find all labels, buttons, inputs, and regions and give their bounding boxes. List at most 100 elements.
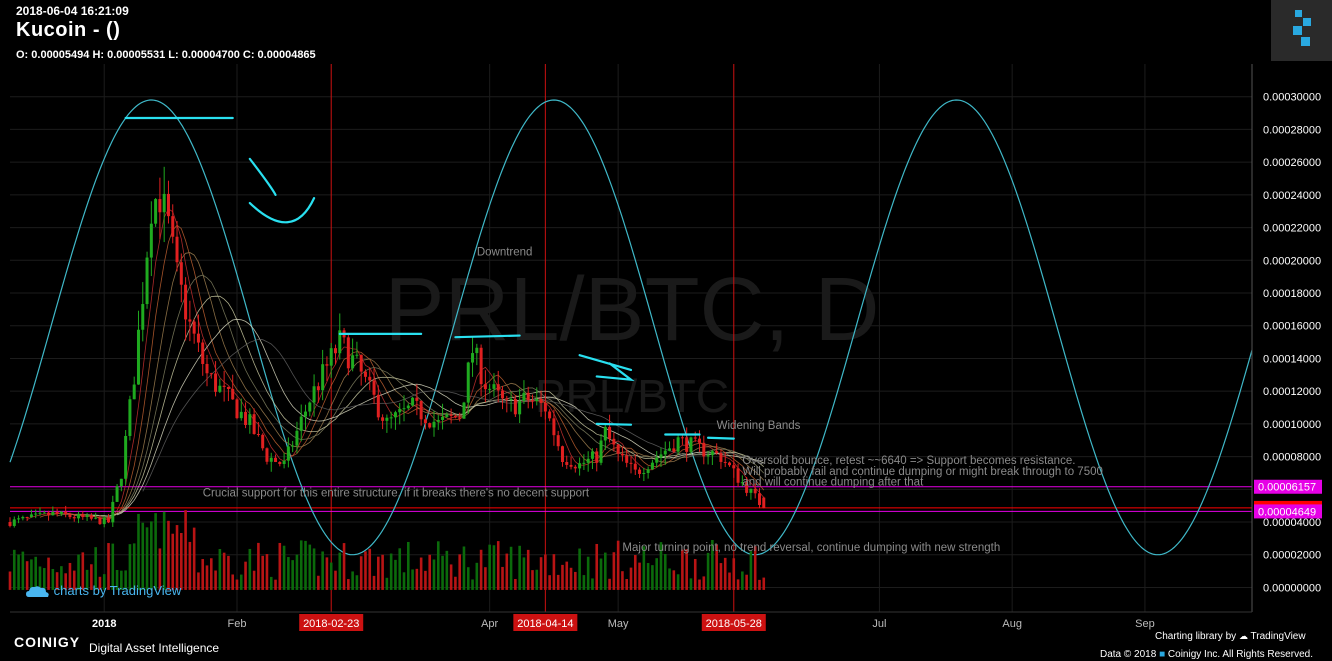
candle-body	[616, 444, 620, 454]
volume-bar	[723, 557, 727, 590]
candle-body	[85, 515, 89, 518]
candle-body	[68, 514, 72, 518]
volume-bar	[128, 544, 132, 590]
candle-body	[201, 342, 205, 364]
volume-bar	[749, 551, 753, 590]
candle-body	[51, 511, 55, 516]
candle-body	[145, 257, 149, 305]
candle-body	[535, 398, 539, 401]
chart-annotation: Downtrend	[477, 246, 533, 258]
volume-bar	[642, 546, 646, 590]
candle-body	[471, 353, 475, 363]
candle-body	[556, 435, 560, 447]
y-tick-label: 0.00008000	[1263, 452, 1321, 464]
volume-bar	[608, 578, 611, 590]
candle-body	[171, 216, 175, 237]
y-tick-label: 0.00016000	[1263, 321, 1321, 333]
volume-bar	[38, 566, 42, 590]
date-marker-tag	[701, 614, 766, 631]
volume-bar	[115, 569, 119, 590]
candle-body	[21, 516, 25, 519]
candle-body	[638, 469, 642, 474]
volume-bar	[102, 574, 106, 590]
volume-bar	[441, 555, 444, 590]
candle-body	[235, 399, 239, 419]
volume-bar	[244, 561, 247, 590]
candle-body	[321, 364, 325, 391]
candle-body	[55, 511, 59, 514]
copyright-rest: Coinigy Inc. All Rights Reserved.	[1167, 649, 1313, 660]
coinigy-logo-button[interactable]	[1271, 0, 1332, 61]
watermark-symbol: PRL/BTC, D	[384, 260, 879, 360]
volume-bar	[257, 542, 260, 590]
volume-bar	[205, 565, 209, 590]
ohlc-readout: O: 0.00005494 H: 0.00005531 L: 0.0000470…	[16, 49, 316, 61]
candle-body	[111, 501, 115, 523]
drawn-resistance-line	[706, 436, 735, 440]
candle-body	[393, 412, 397, 418]
x-tick-label: Jul	[872, 618, 886, 630]
volume-bar	[638, 562, 641, 590]
candle-body	[423, 419, 427, 424]
candle-body	[753, 488, 757, 494]
date-marker-label: 2018-04-14	[517, 618, 573, 630]
candle-body	[582, 462, 586, 464]
candle-body	[278, 462, 282, 465]
volume-bar	[544, 554, 547, 590]
coinigy-small-icon: ■	[1159, 649, 1166, 660]
candle-body	[479, 347, 483, 385]
volume-bar	[496, 541, 500, 590]
drawn-curve-bowl	[248, 197, 316, 224]
candle-body	[436, 419, 440, 422]
volume-bar	[171, 533, 175, 590]
volume-bar	[269, 576, 273, 590]
candle-body	[209, 373, 213, 375]
volume-bar	[252, 570, 256, 590]
candle-body	[522, 392, 526, 401]
volume-bar	[458, 554, 461, 590]
volume-bar	[77, 554, 80, 590]
candle-body	[282, 460, 286, 465]
candle-body	[586, 458, 590, 463]
volume-bar	[676, 574, 680, 590]
candle-body	[685, 437, 689, 452]
candle-body	[715, 451, 719, 454]
charting-library-label: Charting library by	[1155, 631, 1237, 642]
volume-bar	[235, 579, 239, 590]
candle-body	[107, 517, 111, 523]
volume-bar	[338, 552, 342, 590]
candle-body	[650, 462, 654, 470]
tradingview-attribution[interactable]: charts by TradingView	[26, 583, 181, 599]
volume-bar	[299, 540, 303, 590]
volume-bar	[25, 561, 29, 590]
candle-body	[308, 402, 312, 412]
candle-body	[680, 437, 684, 439]
volume-bar	[261, 555, 264, 590]
candle-body	[719, 453, 723, 462]
volume-bar	[145, 527, 149, 590]
candle-body	[620, 453, 624, 456]
candle-body	[655, 457, 659, 463]
volume-bar	[629, 567, 633, 590]
volume-bar	[402, 572, 406, 590]
candle-body	[372, 380, 376, 395]
candle-body	[205, 363, 209, 374]
date-marker-label: 2018-02-23	[303, 618, 359, 630]
volume-bar	[449, 564, 453, 590]
moving-average-line	[142, 338, 764, 492]
volume-bar	[646, 563, 650, 590]
volume-bar	[488, 544, 491, 590]
volume-bar	[565, 561, 569, 590]
volume-bar	[287, 557, 290, 590]
chart-annotation: Oversold bounce, retest ~~6640 => Suppor…	[742, 455, 1075, 467]
volume-bar	[561, 564, 564, 590]
candle-body	[89, 515, 93, 519]
candle-body	[745, 482, 749, 493]
volume-bar	[162, 511, 166, 590]
volume-bar	[732, 558, 736, 590]
candle-body	[659, 454, 663, 458]
candle-body	[757, 493, 761, 505]
candle-body	[196, 333, 200, 343]
candle-body	[441, 416, 445, 420]
